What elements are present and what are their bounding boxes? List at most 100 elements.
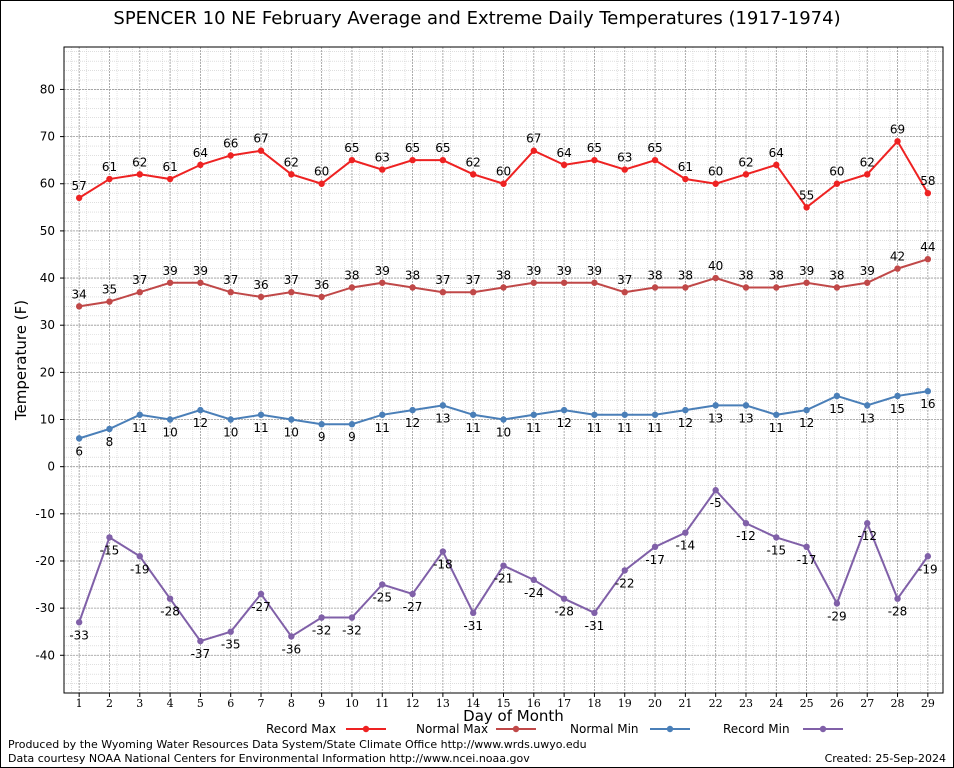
data-point-record-max — [530, 147, 538, 154]
data-point-normal-max — [833, 284, 841, 291]
x-tick-label: 4 — [167, 697, 174, 710]
data-point-record-max — [591, 156, 598, 164]
x-tick-label: 9 — [318, 697, 325, 710]
data-label-record-max: 61 — [162, 160, 177, 174]
data-label-normal-min: 13 — [435, 411, 450, 425]
data-point-normal-min — [621, 411, 628, 418]
data-label-normal-max: 39 — [375, 264, 390, 278]
data-label-record-min: -33 — [69, 628, 89, 642]
y-tick-label: 60 — [40, 177, 55, 191]
data-label-normal-max: 37 — [435, 273, 450, 287]
data-label-record-max: 64 — [769, 146, 784, 160]
legend-label-normal-max: Normal Max — [416, 722, 488, 736]
data-label-record-min: -31 — [585, 619, 605, 633]
data-point-normal-max — [288, 288, 295, 296]
data-point-record-max — [621, 166, 628, 173]
data-point-normal-min — [106, 425, 113, 433]
x-tick-label: 14 — [466, 697, 480, 710]
data-label-normal-max: 34 — [72, 287, 87, 301]
data-label-normal-min: 12 — [678, 416, 693, 430]
data-label-normal-min: 13 — [708, 411, 723, 425]
data-label-record-min: -37 — [191, 647, 211, 661]
data-point-normal-max — [712, 274, 719, 282]
data-point-normal-min — [318, 421, 325, 428]
y-tick-label: 0 — [47, 460, 55, 474]
data-label-normal-min: 15 — [829, 402, 844, 416]
data-point-record-max — [742, 171, 750, 178]
legend-marker-record-min — [819, 725, 827, 733]
data-point-record-min — [894, 595, 901, 602]
data-point-record-max — [439, 156, 447, 164]
x-tick-label: 17 — [557, 697, 571, 710]
data-label-record-max: 64 — [556, 146, 571, 160]
data-point-normal-max — [924, 255, 932, 263]
x-tick-label: 18 — [587, 697, 601, 710]
data-label-normal-min: 13 — [738, 411, 753, 425]
data-label-record-max: 65 — [405, 141, 420, 155]
data-label-normal-max: 38 — [769, 268, 784, 282]
data-point-normal-max — [864, 279, 871, 286]
data-point-record-min — [288, 633, 295, 640]
data-point-record-max — [469, 171, 477, 178]
data-label-normal-min: 12 — [193, 416, 208, 430]
data-label-record-min: -32 — [342, 624, 362, 638]
data-label-normal-max: 36 — [314, 278, 329, 292]
data-point-normal-max — [409, 284, 416, 291]
data-point-normal-max — [803, 279, 810, 286]
data-point-normal-max — [651, 284, 659, 291]
x-tick-label: 12 — [406, 697, 420, 710]
data-point-record-min — [75, 619, 83, 626]
x-tick-label: 15 — [497, 697, 511, 710]
data-label-record-max: 62 — [284, 155, 299, 169]
data-point-normal-max — [257, 293, 265, 301]
data-point-normal-min — [379, 411, 386, 418]
data-point-record-min — [864, 520, 871, 527]
data-label-record-max: 63 — [375, 151, 390, 165]
data-point-record-min — [560, 595, 568, 602]
credit-producer: Produced by the Wyoming Water Resources … — [8, 738, 587, 751]
data-label-record-max: 62 — [860, 155, 875, 169]
data-label-record-min: -17 — [645, 553, 665, 567]
data-label-normal-max: 38 — [405, 268, 420, 282]
data-label-normal-min: 9 — [348, 430, 356, 444]
data-label-normal-min: 11 — [647, 421, 662, 435]
data-label-normal-max: 39 — [587, 264, 602, 278]
data-point-normal-max — [227, 288, 234, 296]
x-tick-label: 5 — [197, 697, 204, 710]
data-label-normal-min: 11 — [132, 421, 147, 435]
y-tick-label: 10 — [40, 413, 55, 427]
y-tick-label: -20 — [35, 554, 55, 568]
data-point-normal-max — [621, 288, 628, 296]
chart-title: SPENCER 10 NE February Average and Extre… — [113, 8, 841, 29]
data-label-normal-max: 38 — [829, 268, 844, 282]
data-point-normal-min — [197, 406, 204, 414]
series-normal-min: 6 8 11 10 12 10 11 10 9 9 11 12 13 11 10 11 12 11 11 11 12 13… — [75, 388, 935, 458]
data-point-normal-min — [742, 402, 750, 409]
data-label-record-max: 58 — [920, 174, 935, 188]
data-label-record-min: -15 — [766, 543, 786, 557]
data-label-normal-min: 11 — [617, 421, 632, 435]
data-label-normal-max: 38 — [738, 268, 753, 282]
data-label-record-min: -21 — [494, 572, 514, 586]
data-label-record-max: 67 — [526, 132, 541, 146]
data-point-normal-min — [409, 406, 416, 414]
data-label-record-max: 65 — [344, 141, 359, 155]
data-point-record-max — [318, 180, 325, 187]
x-tick-label: 8 — [288, 697, 295, 710]
data-label-normal-min: 11 — [375, 421, 390, 435]
data-label-record-max: 60 — [314, 165, 329, 179]
data-label-record-min: -15 — [100, 543, 120, 557]
data-point-normal-min — [166, 416, 174, 423]
data-label-normal-min: 10 — [496, 426, 511, 440]
legend-marker-normal-min — [666, 725, 674, 733]
data-point-record-min — [136, 553, 143, 560]
data-label-normal-min: 10 — [223, 426, 238, 440]
data-point-record-max — [227, 152, 234, 159]
data-label-normal-max: 38 — [496, 268, 511, 282]
data-label-normal-min: 16 — [920, 397, 935, 411]
data-point-normal-min — [833, 392, 841, 400]
y-tick-label: 40 — [40, 271, 55, 285]
data-label-normal-max: 39 — [526, 264, 541, 278]
data-label-record-max: 62 — [466, 155, 481, 169]
